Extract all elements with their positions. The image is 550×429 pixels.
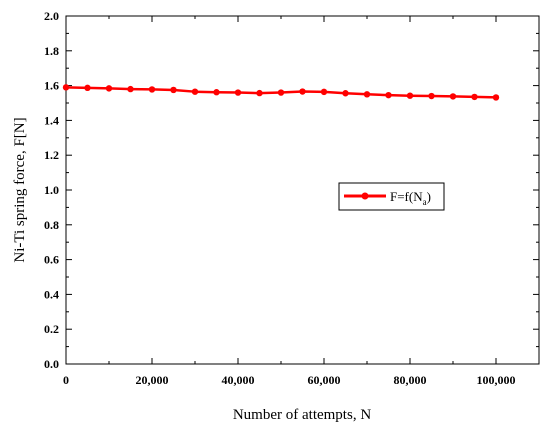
- x-axis-ticks: [65, 16, 540, 364]
- data-point: [234, 89, 242, 96]
- y-tick-label: 0.4: [44, 287, 59, 301]
- x-tick-label: 20,000: [136, 373, 169, 387]
- data-point: [492, 94, 500, 101]
- data-point: [406, 92, 414, 99]
- legend-label: F=f(Na): [390, 189, 431, 207]
- y-tick-label: 1.6: [44, 79, 59, 93]
- data-point: [148, 86, 156, 93]
- data-point: [449, 93, 457, 100]
- y-tick-label: 0.6: [44, 253, 59, 267]
- y-tick-label: 1.4: [44, 113, 59, 127]
- y-tick-label: 1.2: [44, 148, 59, 162]
- y-tick-label: 2.0: [44, 9, 59, 23]
- legend-label-main: F=f(N: [390, 189, 423, 204]
- y-tick-label: 1.8: [44, 44, 59, 58]
- legend-label-subscript: a: [423, 197, 427, 207]
- data-point: [471, 93, 478, 101]
- legend: F=f(Na): [338, 182, 445, 211]
- legend-marker: [361, 192, 369, 200]
- data-point: [320, 88, 328, 96]
- legend-box: [338, 182, 445, 211]
- data-point: [170, 86, 177, 94]
- data-point: [299, 88, 306, 95]
- plot-frame: [65, 15, 540, 365]
- data-point: [277, 89, 285, 96]
- x-tick-label: 100,000: [477, 373, 516, 387]
- data-point: [191, 88, 199, 95]
- y-tick-label: 0.8: [44, 218, 59, 232]
- x-tick-label: 0: [63, 373, 69, 387]
- data-point: [428, 92, 435, 100]
- data-point: [105, 85, 113, 92]
- data-point: [84, 84, 91, 92]
- legend-label-suffix: ): [427, 189, 431, 204]
- data-point: [385, 91, 392, 99]
- x-axis-tick-labels: 0 20,000 40,000 60,000 80,000 100,000: [63, 373, 516, 387]
- y-tick-label: 0.0: [44, 357, 59, 371]
- data-point: [256, 89, 263, 97]
- y-axis-tick-labels: 0.0 0.2 0.4 0.6 0.8 1.0 1.2 1.4 1.6 1.8 2.0: [44, 9, 59, 371]
- x-tick-label: 40,000: [222, 373, 255, 387]
- y-axis-title: Ni-Ti spring force, F[N]: [12, 117, 28, 262]
- data-point: [342, 90, 349, 97]
- data-point: [363, 91, 371, 98]
- y-axis-ticks: [66, 15, 539, 365]
- x-tick-label: 60,000: [308, 373, 341, 387]
- data-point: [62, 84, 70, 91]
- x-axis-title: Number of attempts, N: [233, 407, 371, 423]
- x-tick-label: 80,000: [394, 373, 427, 387]
- series-layer: [62, 84, 500, 101]
- y-tick-label: 1.0: [44, 183, 59, 197]
- data-point: [127, 85, 134, 93]
- data-point: [213, 89, 220, 96]
- y-tick-label: 0.2: [44, 322, 59, 336]
